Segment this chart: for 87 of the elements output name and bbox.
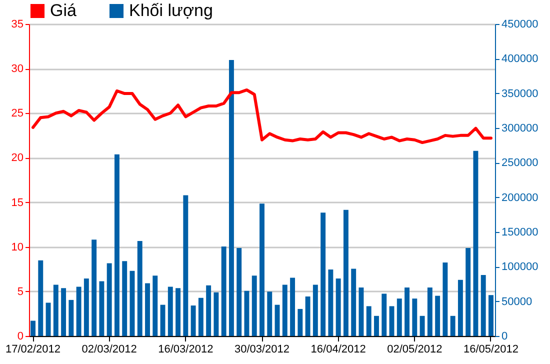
bar	[404, 287, 410, 336]
x-tick-label: 16/04/2012	[310, 344, 366, 356]
bar	[176, 288, 181, 336]
bar	[68, 300, 74, 336]
bar	[106, 263, 112, 336]
bar	[366, 306, 372, 336]
bar	[320, 212, 326, 336]
bar	[312, 284, 318, 336]
bar	[46, 302, 51, 336]
bar	[298, 308, 303, 336]
bar	[458, 280, 463, 336]
bar	[53, 284, 58, 336]
bar	[336, 278, 341, 336]
x-tick-label: 16/05/2012	[463, 344, 519, 356]
bar	[152, 276, 158, 336]
x-tick-label: 30/03/2012	[234, 344, 290, 356]
bar	[228, 60, 234, 336]
y2-tick-label: 150000	[502, 226, 538, 238]
y2-tick-label: 300000	[502, 122, 538, 134]
bar	[130, 270, 135, 336]
bar	[343, 210, 348, 336]
bar	[252, 276, 257, 336]
y2-tick-label: 0	[502, 330, 508, 342]
bar	[358, 287, 364, 336]
bar	[190, 305, 196, 336]
bar	[221, 246, 226, 336]
bar	[374, 316, 379, 336]
bar	[450, 316, 456, 336]
legend-label: Giá	[50, 0, 77, 20]
bar	[260, 204, 264, 336]
bar	[267, 292, 272, 336]
bar	[442, 262, 448, 336]
bar	[160, 304, 166, 336]
y2-tick-label: 200000	[502, 192, 538, 204]
bar	[466, 248, 471, 336]
bar	[214, 292, 219, 336]
y2-tick-label: 50000	[502, 296, 532, 308]
bar	[382, 294, 387, 336]
bar	[328, 269, 334, 336]
bar	[76, 286, 82, 336]
y2-tick-label: 250000	[502, 157, 538, 170]
y-tick-label: 20	[11, 152, 24, 164]
bar	[473, 150, 478, 336]
y2-tick-label: 350000	[502, 88, 538, 100]
bar	[305, 296, 310, 336]
y2-tick-label: 450000	[502, 18, 538, 30]
bar	[427, 287, 432, 336]
y-tick-label: 0	[17, 330, 24, 342]
bar	[137, 241, 142, 336]
bar	[282, 284, 288, 336]
y-tick-label: 15	[11, 196, 24, 209]
bar	[198, 298, 204, 336]
y2-tick-label: 100000	[502, 261, 538, 274]
bar	[183, 195, 188, 336]
bar	[351, 268, 356, 336]
bar	[412, 298, 418, 336]
bar	[122, 261, 128, 336]
x-tick-label: 02/03/2012	[82, 344, 137, 356]
bar	[145, 283, 150, 336]
bar	[420, 316, 425, 336]
bar	[38, 260, 44, 336]
bar	[99, 281, 104, 336]
y-tick-label: 30	[11, 63, 24, 76]
bar	[274, 304, 280, 336]
bar	[244, 290, 250, 336]
x-tick-label: 17/02/2012	[5, 344, 61, 356]
bar	[114, 154, 120, 336]
bar	[396, 298, 402, 336]
bar	[92, 240, 97, 336]
bar	[30, 320, 36, 336]
bar	[236, 248, 242, 336]
y-tick-label: 35	[11, 18, 24, 30]
bar	[168, 286, 173, 336]
bar	[84, 278, 89, 336]
bar	[480, 274, 486, 336]
y-tick-label: 5	[17, 286, 24, 298]
x-tick-label: 16/03/2012	[158, 344, 214, 356]
y-tick-label: 10	[11, 241, 24, 254]
x-tick-label: 02/05/2012	[387, 344, 442, 356]
bar	[389, 306, 394, 336]
bar	[61, 288, 66, 336]
y-tick-label: 25	[11, 108, 24, 120]
y2-tick-label: 400000	[502, 53, 538, 66]
bar	[206, 285, 212, 336]
bar	[290, 278, 296, 336]
bar	[435, 296, 440, 336]
legend-label: Khối lượng	[129, 0, 213, 20]
